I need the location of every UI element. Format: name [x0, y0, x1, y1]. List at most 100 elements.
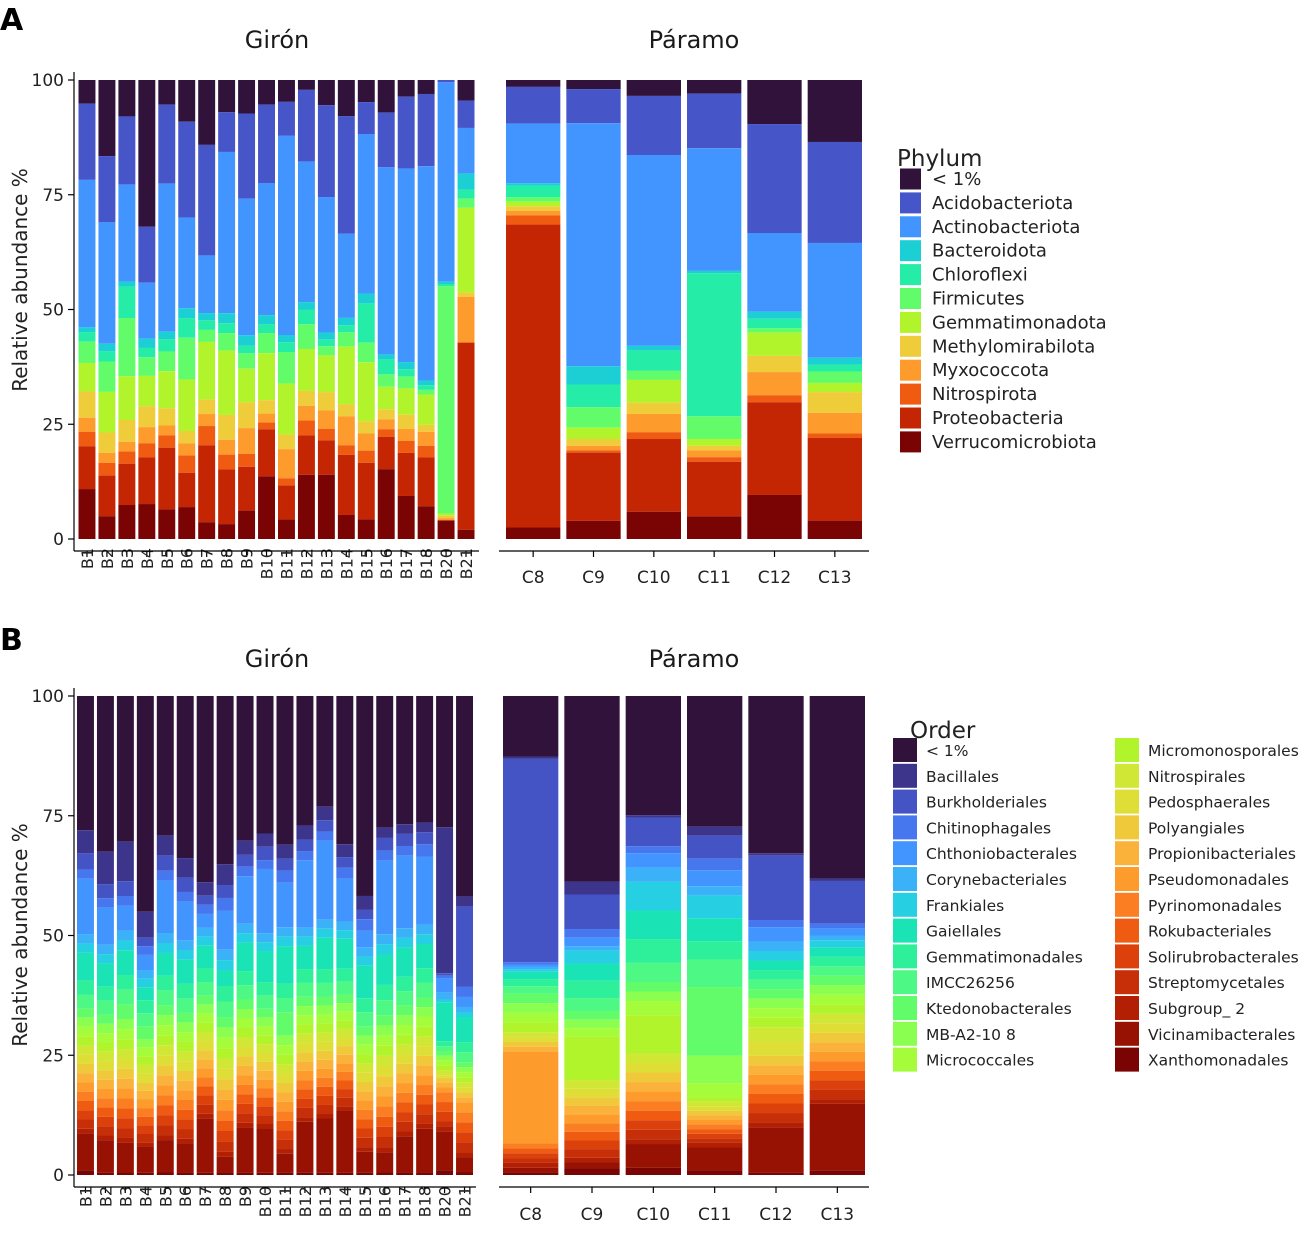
- bar-segment-b14-rokubacteriales: [336, 1080, 354, 1090]
- bar-segment-b13-propionibacteriales: [316, 1059, 334, 1069]
- bar-b11: [276, 696, 294, 1175]
- bar-segment-c9-frankiales: [564, 950, 620, 964]
- bar-segment-c11-proteobacteria: [687, 461, 742, 517]
- x-tick-label: B3: [118, 548, 137, 569]
- bar-segment-b17-burkholderiales: [396, 833, 414, 846]
- bar-segment-c13-chitinophagales: [809, 923, 865, 929]
- bar-segment-b14-vicinamibacterales: [336, 1110, 354, 1173]
- bar-segment-b18-mb-a2-10-8: [416, 1007, 434, 1017]
- bar-segment-c8-chthoniobacterales: [503, 964, 559, 967]
- bar-segment-b12-bacteroidota: [297, 302, 315, 310]
- bar-segment-b15-gemmatimonadota: [357, 362, 375, 422]
- legend-swatch: [893, 892, 917, 917]
- bar-segment-c11-burkholderiales: [687, 835, 743, 859]
- bar-segment-b3-corynebacteriales: [116, 930, 134, 941]
- bar-segment-b7-polyangiales: [196, 1050, 214, 1060]
- bar-segment-b7-pedosphaerales: [196, 1041, 214, 1051]
- bar-segment-b4-acidobacteriota: [138, 226, 156, 283]
- bar-segment-b5-acidobacteriota: [158, 104, 176, 184]
- bar-segment-c9-micrococcales: [564, 1028, 620, 1037]
- bar-segment-b7-chitinophagales: [196, 904, 214, 914]
- bar-segment-c13-vicinamibacterales: [809, 1103, 865, 1171]
- legend-item-corynebacteriales: Corynebacteriales: [893, 867, 1067, 891]
- panel-a-phylum-chart: A Girón Páramo Relative abundance % 0 25 5…: [0, 3, 1107, 588]
- bar-segment-b21-bacillales: [456, 896, 473, 907]
- bar-segment-b9-bacteroidota: [238, 335, 256, 346]
- bar-segment-c9-bacillales: [564, 881, 620, 895]
- bar-segment-b14-ktedonobacterales: [336, 994, 354, 1004]
- legend-label: Firmicutes: [932, 289, 1024, 310]
- bar-b4: [136, 696, 154, 1175]
- bar-segment-c11-vicinamibacterales: [687, 1147, 743, 1171]
- bar-segment-b13-1: [317, 80, 335, 106]
- bar-b11: [278, 80, 295, 539]
- legend-swatch: [900, 431, 921, 453]
- bar-segment-c12-corynebacteriales: [748, 941, 804, 951]
- bar-segment-c9-gemmatimonadota: [566, 427, 621, 440]
- bar-segment-b7-micromonosporales: [196, 1022, 214, 1032]
- bar-segment-b2-rokubacteriales: [96, 1107, 114, 1117]
- bar-segment-b1-1: [77, 696, 94, 831]
- bar-segment-b6-subgroup-2: [176, 1138, 194, 1144]
- bar-segment-c13-propionibacteriales: [809, 1042, 865, 1052]
- bar-segment-b16-rokubacteriales: [376, 1116, 394, 1127]
- bar-segment-b2-pseudomonadales: [96, 1088, 114, 1099]
- bar-segment-b14-myxococcota: [337, 416, 355, 446]
- bar-segment-b5-xanthomonadales: [156, 1172, 174, 1175]
- bar-segment-c9-chthoniobacterales: [564, 937, 620, 947]
- bar-segment-b1-solirubrobacterales: [77, 1110, 94, 1120]
- bar-segment-b11-gaiellales: [276, 946, 294, 984]
- bar-segment-c12-streptomycetales: [748, 1113, 804, 1123]
- bar-segment-b4-micromonosporales: [136, 1056, 154, 1065]
- bar-segment-b20-pyrinomonadales: [436, 1092, 454, 1103]
- bar-segment-b10-rokubacteriales: [256, 1097, 274, 1107]
- legend-swatch: [893, 970, 917, 995]
- bar-segment-b16-bacteroidota: [377, 354, 395, 360]
- bar-segment-b18-bacteroidota: [417, 380, 435, 386]
- bar-b10: [256, 696, 274, 1175]
- bar-segment-c10-gemmatimonadota: [626, 379, 681, 403]
- bar-b13: [316, 696, 334, 1175]
- bar-segment-b21-solirubrobacterales: [456, 1132, 473, 1143]
- bar-segment-b21-acidobacteriota: [457, 100, 475, 128]
- bar-segment-b18-verrucomicrobiota: [417, 506, 435, 539]
- bar-segment-b14-firmicutes: [337, 332, 355, 347]
- legend-item-1: < 1%: [893, 738, 969, 762]
- bar-segment-b8-acidobacteriota: [218, 112, 236, 152]
- bar-segment-b9-ktedonobacterales: [236, 999, 254, 1010]
- bar-segment-b18-acidobacteriota: [417, 93, 435, 167]
- bar-segment-b10-nitrospirales: [256, 1044, 274, 1054]
- bar-segment-b5-propionibacteriales: [156, 1075, 174, 1086]
- bar-segment-b1-gemmatimonadota: [78, 363, 96, 392]
- bar-segment-c12-1: [747, 80, 802, 125]
- bar-segment-b9-mb-a2-10-8: [236, 1009, 254, 1019]
- bar-segment-b9-1: [236, 696, 254, 841]
- bar-segment-c10-xanthomonadales: [625, 1167, 681, 1175]
- bar-c12: [747, 80, 802, 539]
- bar-segment-b21-micromonosporales: [456, 1077, 473, 1083]
- bar-b3: [118, 80, 136, 539]
- bar-segment-b7-vicinamibacterales: [196, 1118, 214, 1173]
- bar-segment-c9-xanthomonadales: [564, 1168, 620, 1175]
- bar-segment-b18-gaiellales: [416, 944, 434, 969]
- bar-segment-b12-verrucomicrobiota: [297, 474, 315, 539]
- legend-item-streptomycetales: Streptomycetales: [1115, 970, 1285, 995]
- bar-segment-c9-pyrinomonadales: [564, 1123, 620, 1132]
- bar-segment-b12-nitrospirales: [296, 1033, 314, 1044]
- bar-segment-b16-pyrinomonadales: [376, 1106, 394, 1117]
- bar-b18: [416, 696, 434, 1175]
- bar-segment-b9-burkholderiales: [236, 854, 254, 867]
- bar-segment-b2-vicinamibacterales: [96, 1140, 114, 1173]
- bar-segment-b12-firmicutes: [297, 324, 315, 349]
- bar-segment-b10-proteobacteria: [258, 429, 275, 477]
- bar-segment-c10-pseudomonadales: [625, 1091, 681, 1102]
- y-tick-label: 25: [42, 1046, 64, 1066]
- bar-segment-b14-imcc26256: [336, 981, 354, 995]
- bar-segment-c13-imcc26256: [809, 966, 865, 976]
- bar-segment-b13-nitrospirota: [317, 428, 335, 441]
- bar-segment-c11-gemmatimonadales: [687, 941, 743, 960]
- bar-segment-b21-pedosphaerales: [456, 1087, 473, 1093]
- bar-segment-b17-imcc26256: [396, 991, 414, 1006]
- bar-segment-b7-bacteroidota: [198, 313, 216, 321]
- bar-segment-b10-corynebacteriales: [256, 933, 274, 943]
